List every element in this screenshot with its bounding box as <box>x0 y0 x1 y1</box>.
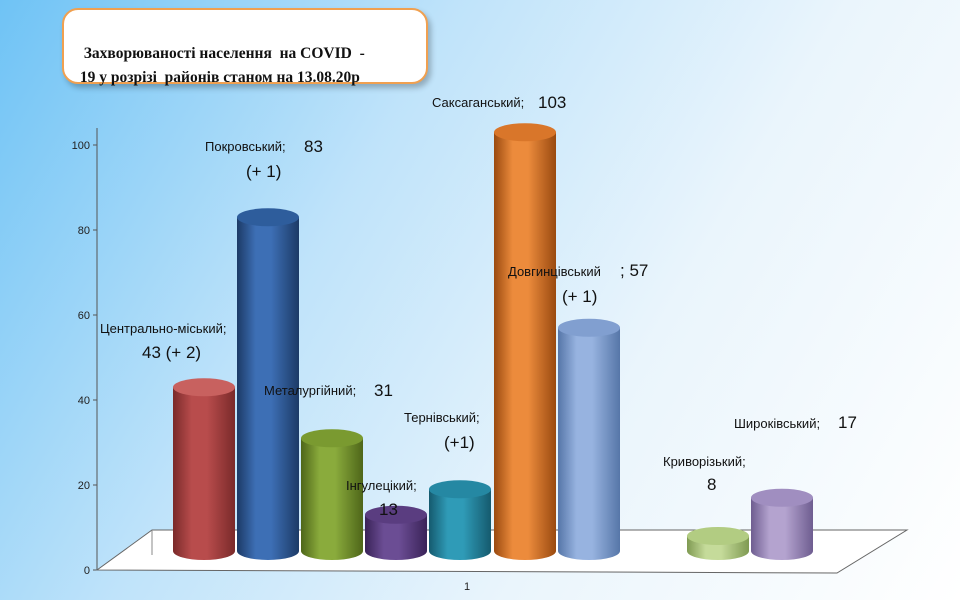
bar-top <box>751 488 813 507</box>
bar-0 <box>173 378 235 560</box>
y-tick-label: 60 <box>78 310 90 322</box>
data-label-value: 13 <box>379 500 398 519</box>
bar-top <box>558 318 620 337</box>
y-tick-label: 0 <box>84 565 90 577</box>
bar-body <box>494 132 556 560</box>
bar-7 <box>687 527 749 560</box>
data-label-name: Широківський; <box>734 416 820 431</box>
bar-body <box>237 217 299 560</box>
data-label-name: Довгинцівський <box>508 264 601 279</box>
data-label-value: 17 <box>838 413 857 432</box>
bar-3 <box>365 505 427 560</box>
chart-title: Захворюваності населення на COVID - 19 у… <box>79 45 365 86</box>
bar-2 <box>301 429 363 560</box>
bar-6 <box>558 318 620 560</box>
bar-1 <box>237 208 299 560</box>
y-tick-label: 80 <box>78 225 90 237</box>
chart-title-box: Захворюваності населення на COVID - 19 у… <box>62 8 428 86</box>
bar-top <box>173 378 235 397</box>
data-label-value: 8 <box>707 475 716 494</box>
data-label-value: 43 (+ 2) <box>142 343 201 362</box>
y-tick-label: 100 <box>72 140 90 152</box>
bar-top <box>365 505 427 524</box>
data-label-change: (+ 1) <box>562 287 597 306</box>
data-label-value: ; 57 <box>620 261 648 280</box>
data-label-value: 31 <box>374 381 393 400</box>
bar-4 <box>429 480 491 560</box>
data-label-name: Центрально-міський; <box>100 321 226 336</box>
bar-body <box>173 387 235 560</box>
bar-top <box>237 208 299 227</box>
data-label-value: 83 <box>304 137 323 156</box>
data-label-value: 103 <box>538 93 566 112</box>
bar-top <box>687 527 749 545</box>
bar-body <box>301 438 363 560</box>
bar-body <box>365 514 427 560</box>
y-tick-label: 20 <box>78 480 90 492</box>
bar-body <box>558 327 620 560</box>
data-label-name: Металургійний; <box>264 383 356 398</box>
data-label-name: Інгулецікий; <box>346 478 417 493</box>
bar-top <box>494 123 556 142</box>
data-label-name: Криворізький; <box>663 454 746 469</box>
bar-top <box>429 480 491 499</box>
bar-5 <box>494 123 556 560</box>
y-tick-label: 40 <box>78 395 90 407</box>
bar-top <box>301 429 363 448</box>
data-label-name: Тернівський; <box>404 410 480 425</box>
x-category-label: 1 <box>464 581 470 593</box>
data-label-change: (+ 1) <box>246 162 281 181</box>
data-label-name: Покровський; <box>205 139 286 154</box>
data-label-change: (+1) <box>444 433 475 452</box>
bar-8 <box>751 488 813 560</box>
bar-body <box>429 489 491 560</box>
bar-body <box>751 497 813 560</box>
data-label-name: Саксаганський; <box>432 95 524 110</box>
